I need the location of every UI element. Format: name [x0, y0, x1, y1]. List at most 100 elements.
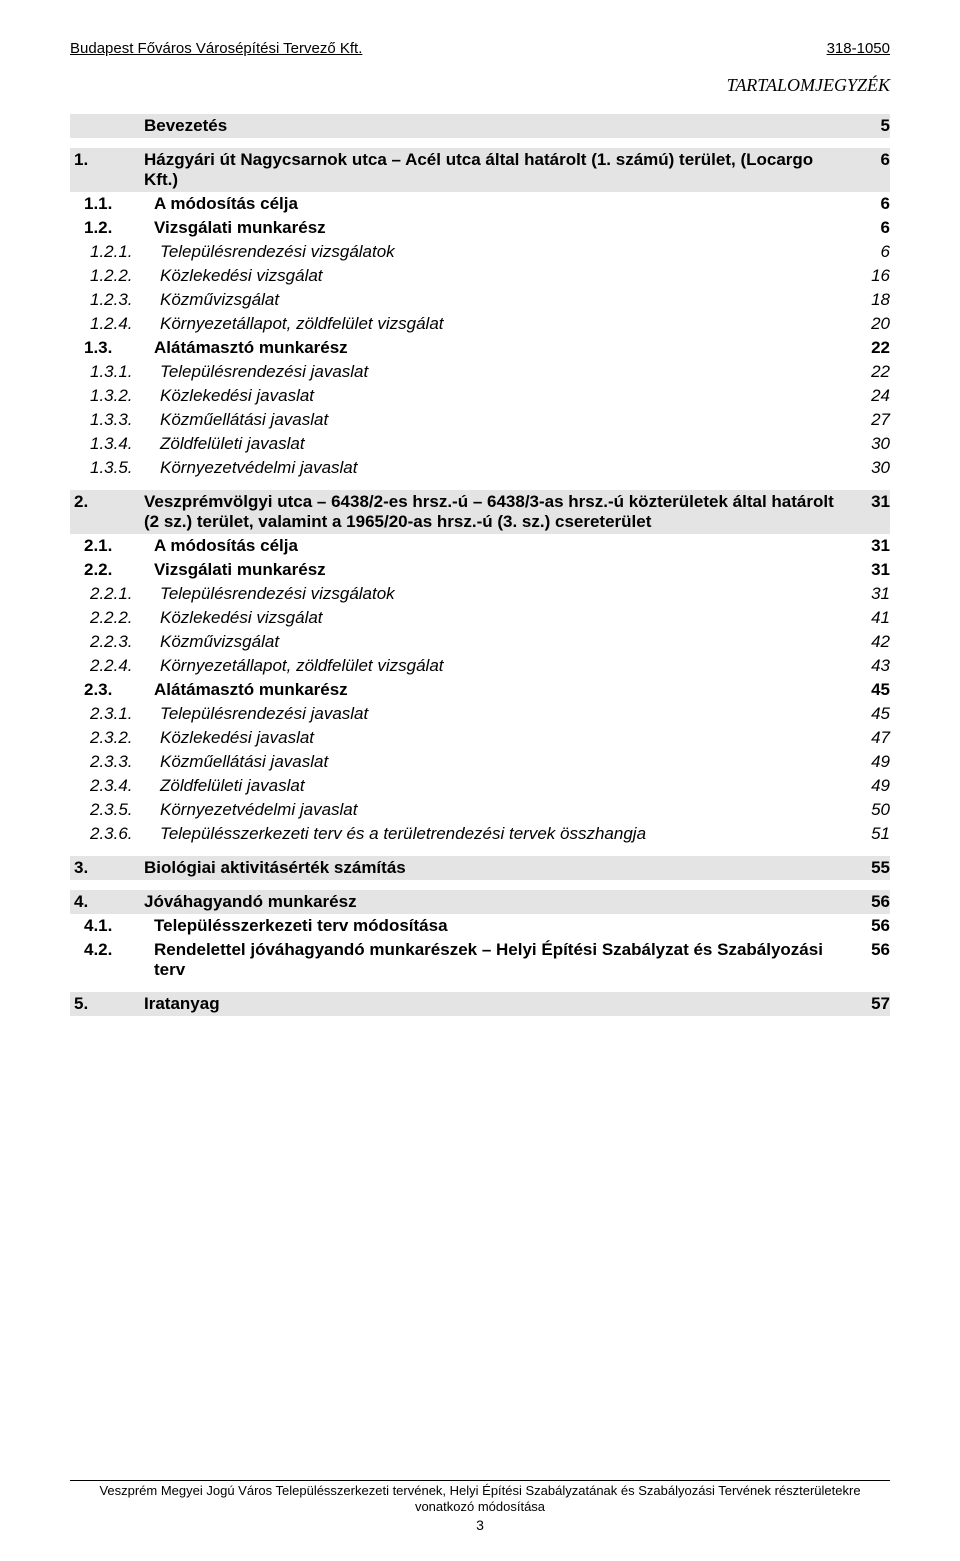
toc-number: 2.3.4.	[70, 776, 160, 796]
toc-page: 31	[850, 536, 890, 556]
toc-number: 1.3.4.	[70, 434, 160, 454]
toc-page: 5	[850, 116, 890, 136]
toc-number: 1.2.4.	[70, 314, 160, 334]
toc-row: 2.2.Vizsgálati munkarész31	[70, 558, 890, 582]
toc-number: 5.	[70, 994, 144, 1014]
toc-number: 2.3.	[70, 680, 154, 700]
toc-page: 56	[850, 940, 890, 960]
toc-page: 16	[850, 266, 890, 286]
toc-number: 1.3.1.	[70, 362, 160, 382]
toc-row: 1.2.2.Közlekedési vizsgálat16	[70, 264, 890, 288]
toc-row: 2.2.4.Környezetállapot, zöldfelület vizs…	[70, 654, 890, 678]
toc-row: 2.3.1.Településrendezési javaslat45	[70, 702, 890, 726]
toc-page: 42	[850, 632, 890, 652]
toc-text: Környezetállapot, zöldfelület vizsgálat	[160, 656, 850, 676]
toc-row: 2.3.2.Közlekedési javaslat47	[70, 726, 890, 750]
toc-number: 2.3.6.	[70, 824, 160, 844]
toc-text: Biológiai aktivitásérték számítás	[144, 858, 850, 878]
toc-page: 50	[850, 800, 890, 820]
header-left: Budapest Főváros Városépítési Tervező Kf…	[70, 40, 362, 57]
toc-text: Településrendezési vizsgálatok	[160, 242, 850, 262]
toc-text: Zöldfelületi javaslat	[160, 776, 850, 796]
toc-row: 4.1.Településszerkezeti terv módosítása5…	[70, 914, 890, 938]
toc-text: Rendelettel jóváhagyandó munkarészek – H…	[154, 940, 850, 980]
toc-page: 43	[850, 656, 890, 676]
page-header: Budapest Főváros Városépítési Tervező Kf…	[70, 40, 890, 57]
toc-text: Településrendezési javaslat	[160, 362, 850, 382]
toc-page: 22	[850, 338, 890, 358]
toc-row: 4.Jóváhagyandó munkarész56	[70, 890, 890, 914]
toc-page: 31	[850, 584, 890, 604]
toc-page: 6	[850, 218, 890, 238]
toc-row: 1.3.Alátámasztó munkarész22	[70, 336, 890, 360]
toc-number: 2.2.1.	[70, 584, 160, 604]
toc-spacer	[70, 138, 890, 148]
toc-row: 4.2.Rendelettel jóváhagyandó munkarészek…	[70, 938, 890, 982]
toc-title: TARTALOMJEGYZÉK	[70, 75, 890, 96]
toc-page: 51	[850, 824, 890, 844]
toc-page: 56	[850, 892, 890, 912]
toc-row: 2.3.Alátámasztó munkarész45	[70, 678, 890, 702]
toc-page: 22	[850, 362, 890, 382]
toc-text: Településrendezési vizsgálatok	[160, 584, 850, 604]
toc-page: 56	[850, 916, 890, 936]
toc-number: 2.2.2.	[70, 608, 160, 628]
toc-page: 57	[850, 994, 890, 1014]
toc-number: 4.1.	[70, 916, 154, 936]
toc-container: Bevezetés51.Házgyári út Nagycsarnok utca…	[70, 114, 890, 1016]
toc-text: Közlekedési javaslat	[160, 728, 850, 748]
toc-number: 1.2.2.	[70, 266, 160, 286]
toc-page: 47	[850, 728, 890, 748]
toc-number: 1.3.	[70, 338, 154, 358]
toc-page: 30	[850, 434, 890, 454]
toc-text: A módosítás célja	[154, 536, 850, 556]
toc-row: 2.3.3.Közműellátási javaslat49	[70, 750, 890, 774]
toc-row: 3.Biológiai aktivitásérték számítás55	[70, 856, 890, 880]
toc-text: Környezetvédelmi javaslat	[160, 800, 850, 820]
toc-page: 6	[850, 150, 890, 170]
toc-page: 49	[850, 776, 890, 796]
toc-text: Közlekedési vizsgálat	[160, 608, 850, 628]
toc-page: 45	[850, 704, 890, 724]
toc-row: Bevezetés5	[70, 114, 890, 138]
toc-number: 3.	[70, 858, 144, 878]
toc-text: Alátámasztó munkarész	[154, 680, 850, 700]
toc-page: 6	[850, 242, 890, 262]
toc-number: 1.2.1.	[70, 242, 160, 262]
toc-number: 2.	[70, 492, 144, 512]
footer-line-2: vonatkozó módosítása	[415, 1499, 545, 1514]
toc-text: Házgyári út Nagycsarnok utca – Acél utca…	[144, 150, 850, 190]
toc-page: 45	[850, 680, 890, 700]
toc-number: 1.1.	[70, 194, 154, 214]
toc-text: Településszerkezeti terv módosítása	[154, 916, 850, 936]
toc-text: Közművizsgálat	[160, 632, 850, 652]
toc-row: 1.3.4.Zöldfelületi javaslat30	[70, 432, 890, 456]
toc-row: 1.1.A módosítás célja6	[70, 192, 890, 216]
toc-text: Közműellátási javaslat	[160, 752, 850, 772]
toc-row: 2.3.5.Környezetvédelmi javaslat50	[70, 798, 890, 822]
toc-page: 49	[850, 752, 890, 772]
toc-number: 2.1.	[70, 536, 154, 556]
toc-number: 2.3.2.	[70, 728, 160, 748]
toc-text: Vizsgálati munkarész	[154, 218, 850, 238]
toc-number: 2.3.3.	[70, 752, 160, 772]
footer-line-1: Veszprém Megyei Jogú Város Településszer…	[99, 1483, 860, 1498]
toc-page: 41	[850, 608, 890, 628]
toc-row: 2.3.6.Településszerkezeti terv és a terü…	[70, 822, 890, 846]
toc-spacer	[70, 480, 890, 490]
toc-text: Településrendezési javaslat	[160, 704, 850, 724]
toc-number: 1.2.3.	[70, 290, 160, 310]
toc-page: 31	[850, 492, 890, 512]
toc-text: Közlekedési vizsgálat	[160, 266, 850, 286]
toc-row: 2.1.A módosítás célja31	[70, 534, 890, 558]
toc-row: 5.Iratanyag57	[70, 992, 890, 1016]
toc-page: 24	[850, 386, 890, 406]
toc-text: Jóváhagyandó munkarész	[144, 892, 850, 912]
toc-page: 55	[850, 858, 890, 878]
toc-text: Vizsgálati munkarész	[154, 560, 850, 580]
toc-page: 18	[850, 290, 890, 310]
toc-page: 27	[850, 410, 890, 430]
toc-number: 2.3.5.	[70, 800, 160, 820]
toc-row: 1.3.3.Közműellátási javaslat27	[70, 408, 890, 432]
toc-text: Veszprémvölgyi utca – 6438/2-es hrsz.-ú …	[144, 492, 850, 532]
